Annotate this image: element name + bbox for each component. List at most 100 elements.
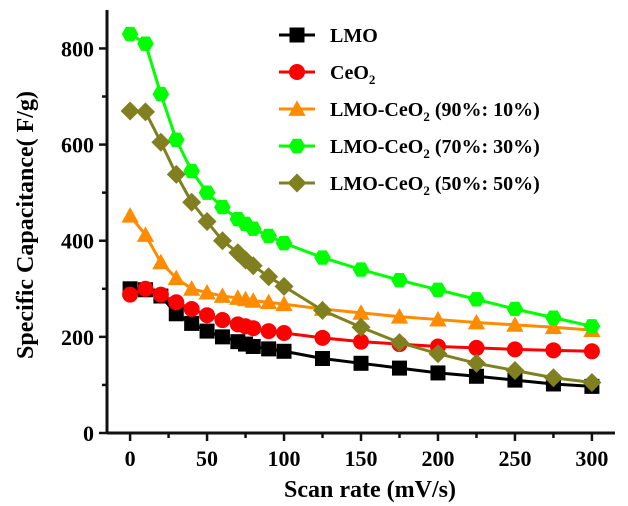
data-point bbox=[244, 221, 262, 236]
data-point bbox=[313, 300, 333, 320]
data-point bbox=[353, 333, 369, 350]
data-point bbox=[261, 341, 277, 357]
x-tick-label: 200 bbox=[421, 446, 454, 471]
data-point bbox=[505, 361, 525, 381]
data-point bbox=[199, 323, 215, 339]
data-point bbox=[152, 86, 170, 102]
data-point bbox=[352, 262, 370, 277]
data-point bbox=[259, 267, 279, 287]
data-point bbox=[506, 301, 524, 317]
data-point bbox=[260, 228, 277, 244]
data-point bbox=[545, 342, 562, 359]
data-point bbox=[137, 36, 154, 51]
data-point bbox=[199, 307, 216, 324]
data-point bbox=[506, 341, 523, 358]
x-tick-label: 150 bbox=[345, 446, 378, 471]
data-point bbox=[315, 350, 331, 366]
data-point bbox=[468, 339, 485, 356]
data-point bbox=[352, 304, 370, 320]
data-point bbox=[275, 235, 293, 251]
legend-item: LMO-CeO2 (70%: 30%) bbox=[279, 136, 540, 161]
legend-item: CeO2 bbox=[279, 62, 375, 87]
data-point bbox=[429, 282, 447, 297]
y-tick-label: 800 bbox=[61, 36, 94, 61]
data-point bbox=[183, 163, 200, 179]
legend-item: LMO-CeO2 (90%: 10%) bbox=[279, 99, 540, 124]
series-3 bbox=[121, 26, 601, 334]
data-point bbox=[121, 26, 139, 42]
legend-marker bbox=[288, 100, 306, 116]
data-point bbox=[198, 185, 216, 200]
data-point bbox=[135, 102, 155, 122]
data-point bbox=[197, 212, 217, 231]
x-tick-label: 0 bbox=[125, 446, 136, 471]
series-0 bbox=[122, 281, 600, 394]
data-point bbox=[582, 373, 602, 393]
data-point bbox=[243, 256, 263, 276]
legend-label: LMO-CeO2 (50%: 50%) bbox=[330, 173, 540, 198]
data-point bbox=[583, 319, 601, 334]
data-point bbox=[182, 192, 202, 212]
y-tick-label: 200 bbox=[61, 325, 94, 350]
data-point bbox=[276, 343, 292, 359]
data-point bbox=[245, 320, 262, 337]
data-point bbox=[168, 294, 185, 311]
legend: LMO CeO2 LMO-CeO2 (90%: 10%) LMO-CeO2 (70%:… bbox=[279, 25, 540, 198]
data-point bbox=[314, 250, 331, 265]
data-point bbox=[122, 286, 139, 303]
data-point bbox=[168, 306, 184, 322]
data-point bbox=[351, 317, 371, 337]
legend-label: CeO2 bbox=[330, 62, 375, 87]
legend-marker bbox=[288, 138, 306, 154]
data-point bbox=[428, 344, 448, 364]
data-point bbox=[353, 355, 369, 371]
data-point bbox=[183, 280, 201, 296]
data-point bbox=[213, 287, 232, 303]
y-tick-label: 600 bbox=[61, 133, 94, 158]
data-point bbox=[468, 368, 484, 384]
legend-marker bbox=[287, 173, 307, 193]
data-point bbox=[506, 316, 524, 332]
x-tick-label: 100 bbox=[268, 446, 301, 471]
data-point bbox=[184, 315, 200, 331]
data-point bbox=[430, 365, 446, 381]
data-point bbox=[544, 318, 563, 335]
legend-marker bbox=[289, 27, 305, 43]
y-tick-label: 0 bbox=[83, 421, 94, 446]
data-point bbox=[545, 310, 562, 325]
data-point bbox=[214, 329, 230, 345]
series-layer bbox=[120, 26, 602, 394]
data-point bbox=[274, 276, 294, 296]
data-point bbox=[120, 101, 140, 121]
data-point bbox=[245, 338, 261, 354]
data-point bbox=[260, 293, 278, 310]
data-point bbox=[276, 325, 293, 342]
x-tick-label: 50 bbox=[196, 446, 218, 471]
data-point bbox=[183, 300, 200, 317]
series-4 bbox=[120, 101, 602, 393]
data-point bbox=[260, 323, 277, 340]
data-point bbox=[391, 272, 408, 288]
data-point bbox=[244, 292, 262, 308]
legend-label: LMO-CeO2 (90%: 10%) bbox=[330, 99, 540, 124]
data-point bbox=[507, 372, 523, 388]
x-tick-label: 250 bbox=[498, 446, 531, 471]
y-axis-title: Specific Capacitance( F/g) bbox=[13, 91, 39, 359]
data-point bbox=[151, 132, 171, 152]
data-point bbox=[166, 164, 186, 184]
data-point bbox=[314, 329, 331, 346]
data-point bbox=[468, 292, 485, 307]
data-point bbox=[467, 313, 486, 330]
data-point bbox=[214, 312, 231, 329]
axes-layer: 0 50 100 150 200 250 300 0 200 400 600 800 bbox=[61, 10, 615, 471]
data-point bbox=[152, 286, 169, 303]
data-point bbox=[466, 353, 486, 373]
data-point bbox=[198, 284, 216, 300]
data-point bbox=[212, 231, 232, 251]
legend-marker bbox=[289, 64, 305, 80]
data-point bbox=[121, 207, 139, 223]
y-tick-label: 400 bbox=[61, 229, 94, 254]
data-point bbox=[583, 343, 600, 360]
